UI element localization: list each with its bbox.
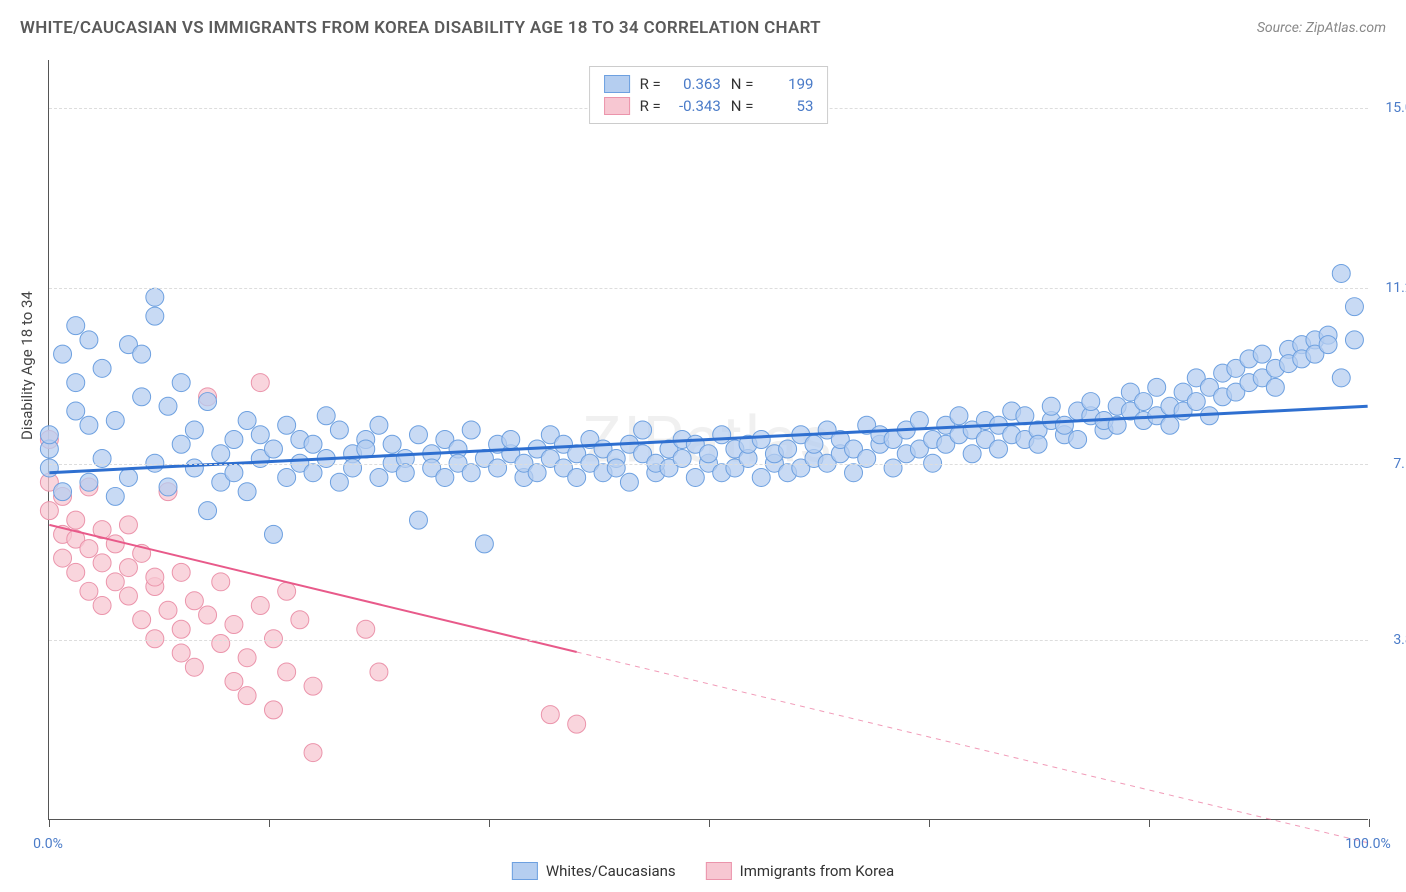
legend-swatch-pink [604,97,630,115]
y-tick-label: 7.5% [1393,456,1406,472]
y-tick-label: 11.2% [1385,280,1406,296]
y-tick-label: 15.0% [1385,100,1406,116]
legend-label-blue: Whites/Caucasians [546,862,676,880]
r-label: R = [640,75,661,93]
legend-swatch-blue [604,75,630,93]
n-label: N = [731,97,754,115]
legend-swatch-pink [706,862,732,880]
x-tick-label-end: 100.0% [1345,836,1390,852]
plot-area: ZIPatlas R = 0.363 N = 199 R = -0.343 N … [48,60,1368,820]
legend-stats-box: R = 0.363 N = 199 R = -0.343 N = 53 [589,66,829,124]
chart-title: WHITE/CAUCASIAN VS IMMIGRANTS FROM KOREA… [20,18,821,38]
y-axis-label: Disability Age 18 to 34 [18,291,36,440]
legend-stats-row-pink: R = -0.343 N = 53 [604,95,814,117]
legend-bottom: Whites/Caucasians Immigrants from Korea [512,862,894,880]
legend-item-blue: Whites/Caucasians [512,862,676,880]
n-value-pink: 53 [763,97,813,115]
source-attribution: Source: ZipAtlas.com [1257,20,1386,36]
legend-swatch-blue [512,862,538,880]
r-label: R = [640,97,661,115]
n-label: N = [731,75,754,93]
r-value-blue: 0.363 [671,75,721,93]
legend-item-pink: Immigrants from Korea [706,862,894,880]
r-value-pink: -0.343 [671,97,721,115]
y-tick-label: 3.8% [1393,632,1406,648]
x-tick-label-start: 0.0% [33,836,63,852]
scatter-svg [49,60,1368,819]
legend-stats-row-blue: R = 0.363 N = 199 [604,73,814,95]
legend-label-pink: Immigrants from Korea [740,862,894,880]
correlation-chart: WHITE/CAUCASIAN VS IMMIGRANTS FROM KOREA… [0,0,1406,892]
n-value-blue: 199 [763,75,813,93]
